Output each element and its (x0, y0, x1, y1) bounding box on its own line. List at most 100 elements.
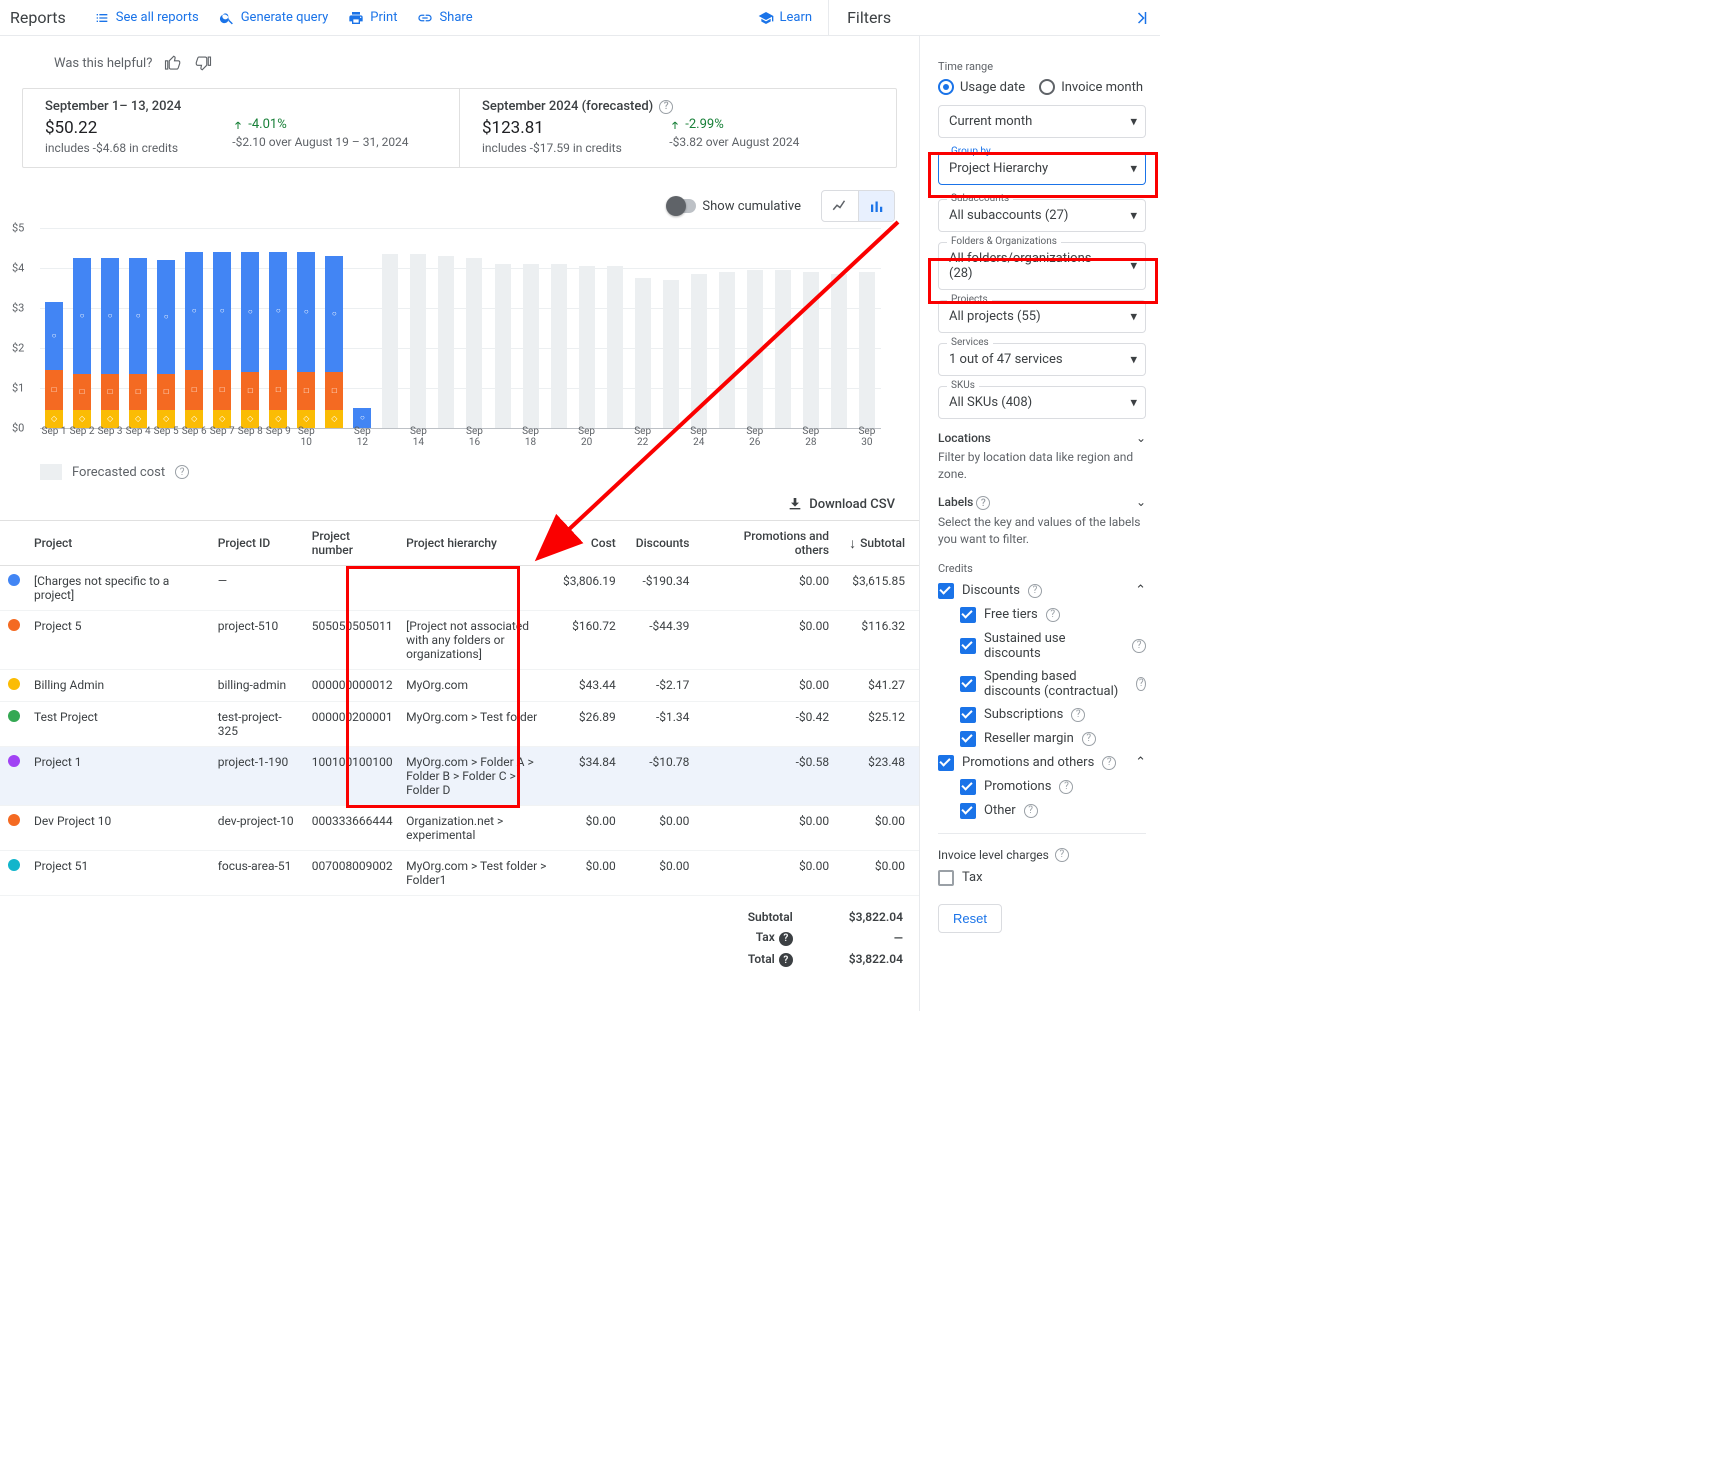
chevron-down-icon: ⌄ (1136, 431, 1146, 445)
skus-float-label: SKUs (947, 380, 979, 391)
folders-float-label: Folders & Organizations (947, 236, 1061, 247)
time-range-value: Current month (949, 114, 1032, 129)
cb-tax[interactable]: Tax (938, 870, 1146, 886)
cb-other[interactable]: Other ? (960, 803, 1146, 819)
thumbs-down-icon[interactable] (194, 54, 212, 72)
time-range-label: Time range (938, 60, 1146, 73)
projects-value: All projects (55) (949, 309, 1041, 324)
forecast-legend-swatch (40, 464, 62, 480)
print-label: Print (370, 10, 397, 25)
learn-label: Learn (780, 10, 813, 25)
cb-reseller[interactable]: Reseller margin ? (960, 731, 1146, 747)
learn-icon (758, 10, 774, 26)
summary-card: September 2024 (forecasted)? $123.81 inc… (459, 89, 896, 167)
services-select[interactable]: Services 1 out of 47 services ▾ (938, 343, 1146, 376)
summary-totals: Subtotal$3,822.04 Tax?— Total?$3,822.04 (706, 906, 919, 971)
summary-card: September 1– 13, 2024 $50.22 includes -$… (23, 89, 459, 167)
info-icon[interactable]: ? (779, 932, 793, 946)
subaccounts-value: All subaccounts (27) (949, 208, 1068, 223)
services-value: 1 out of 47 services (949, 352, 1063, 367)
help-icon[interactable]: ? (1024, 804, 1038, 818)
download-icon (787, 496, 803, 512)
cb-free-tiers[interactable]: Free tiers ? (960, 607, 1146, 623)
table-row[interactable]: Dev Project 10dev-project-10000333666444… (0, 806, 919, 851)
radio-invoice-month[interactable]: Invoice month (1039, 79, 1143, 95)
cb-promos-others[interactable]: Promotions and others ?⌃ (938, 755, 1146, 771)
projects-float-label: Projects (947, 294, 992, 305)
group-by-float-label: Group by (947, 146, 995, 157)
cb-discounts[interactable]: Discounts ?⌃ (938, 583, 1146, 599)
help-icon[interactable]: ? (976, 496, 990, 510)
labels-title: Labels (938, 495, 973, 509)
skus-value: All SKUs (408) (949, 395, 1032, 410)
helpful-text: Was this helpful? (54, 56, 152, 71)
help-icon[interactable]: ? (1136, 677, 1146, 691)
share-label: Share (439, 10, 472, 25)
help-icon[interactable]: ? (1059, 780, 1073, 794)
labels-sub: Select the key and values of the labels … (938, 514, 1146, 548)
help-icon[interactable]: ? (1055, 848, 1069, 862)
help-icon[interactable]: ? (1028, 584, 1042, 598)
help-icon[interactable]: ? (175, 465, 189, 479)
reset-button[interactable]: Reset (938, 904, 1002, 933)
share-link[interactable]: Share (417, 10, 472, 26)
learn-link[interactable]: Learn (758, 10, 813, 26)
help-icon[interactable]: ? (1071, 708, 1085, 722)
folders-value: All folders/organizations (28) (949, 251, 1091, 281)
cumulative-label: Show cumulative (702, 199, 801, 214)
subaccounts-select[interactable]: Subaccounts All subaccounts (27) ▾ (938, 199, 1146, 232)
projects-table: ProjectProject IDProject numberProject h… (0, 520, 919, 896)
locations-section[interactable]: Locations ⌄ (938, 431, 1146, 445)
chart-line-button[interactable] (822, 191, 858, 221)
radio-usage-date[interactable]: Usage date (938, 79, 1025, 95)
help-icon[interactable]: ? (1132, 639, 1146, 653)
help-icon[interactable]: ? (1082, 732, 1096, 746)
group-by-select[interactable]: Group by Project Hierarchy ▾ (938, 152, 1146, 185)
labels-section[interactable]: Labels ? ⌄ (938, 495, 1146, 511)
cb-subscriptions[interactable]: Subscriptions ? (960, 707, 1146, 723)
cb-promotions[interactable]: Promotions ? (960, 779, 1146, 795)
help-icon[interactable]: ? (1102, 756, 1116, 770)
thumbs-up-icon[interactable] (164, 54, 182, 72)
help-icon[interactable]: ? (659, 100, 673, 114)
print-link[interactable]: Print (348, 10, 397, 26)
download-label: Download CSV (809, 497, 895, 512)
chart-bar-button[interactable] (858, 191, 894, 221)
table-row[interactable]: Project 1project-1-190100100100100MyOrg.… (0, 747, 919, 806)
cb-spending[interactable]: Spending based discounts (contractual) ? (960, 669, 1146, 699)
locations-sub: Filter by location data like region and … (938, 449, 1146, 483)
generate-query-link[interactable]: Generate query (219, 10, 329, 26)
search-icon (219, 10, 235, 26)
table-row[interactable]: Project 5project-510505050505011[Project… (0, 611, 919, 670)
credits-title: Credits (938, 562, 1146, 575)
radio-usage-label: Usage date (960, 80, 1025, 95)
table-row[interactable]: Test Projecttest-project-325000000200001… (0, 702, 919, 747)
list-icon (94, 10, 110, 26)
group-by-value: Project Hierarchy (949, 161, 1048, 176)
table-row[interactable]: Billing Adminbilling-admin000000000012My… (0, 670, 919, 702)
info-icon[interactable]: ? (779, 953, 793, 967)
services-float-label: Services (947, 337, 993, 348)
cost-chart: $0$1$2$3$4$5○□◇○□◇○□◇○□◇○□◇○□◇○□◇○□◇○□◇○… (40, 228, 891, 448)
help-icon[interactable]: ? (1046, 608, 1060, 622)
skus-select[interactable]: SKUs All SKUs (408) ▾ (938, 386, 1146, 419)
link-icon (417, 10, 433, 26)
time-range-select[interactable]: Current month ▾ (938, 105, 1146, 138)
see-all-reports-link[interactable]: See all reports (94, 10, 199, 26)
cb-sustained[interactable]: Sustained use discounts ? (960, 631, 1146, 661)
folders-select[interactable]: Folders & Organizations All folders/orga… (938, 242, 1146, 290)
subaccounts-float-label: Subaccounts (947, 193, 1013, 204)
invoice-level-title: Invoice level charges? (938, 848, 1146, 862)
projects-select[interactable]: Projects All projects (55) ▾ (938, 300, 1146, 333)
forecast-legend-label: Forecasted cost (72, 465, 165, 480)
see-all-label: See all reports (116, 10, 199, 25)
print-icon (348, 10, 364, 26)
table-row[interactable]: Project 51focus-area-51007008009002MyOrg… (0, 851, 919, 896)
show-cumulative-toggle[interactable]: Show cumulative (668, 199, 801, 214)
expand-panel-icon[interactable] (1132, 9, 1150, 27)
chevron-down-icon: ⌄ (1136, 495, 1146, 509)
table-row[interactable]: [Charges not specific to a project]— $3,… (0, 566, 919, 611)
locations-title: Locations (938, 431, 991, 445)
filters-title: Filters (847, 8, 1132, 27)
download-csv-link[interactable]: Download CSV (787, 496, 895, 512)
